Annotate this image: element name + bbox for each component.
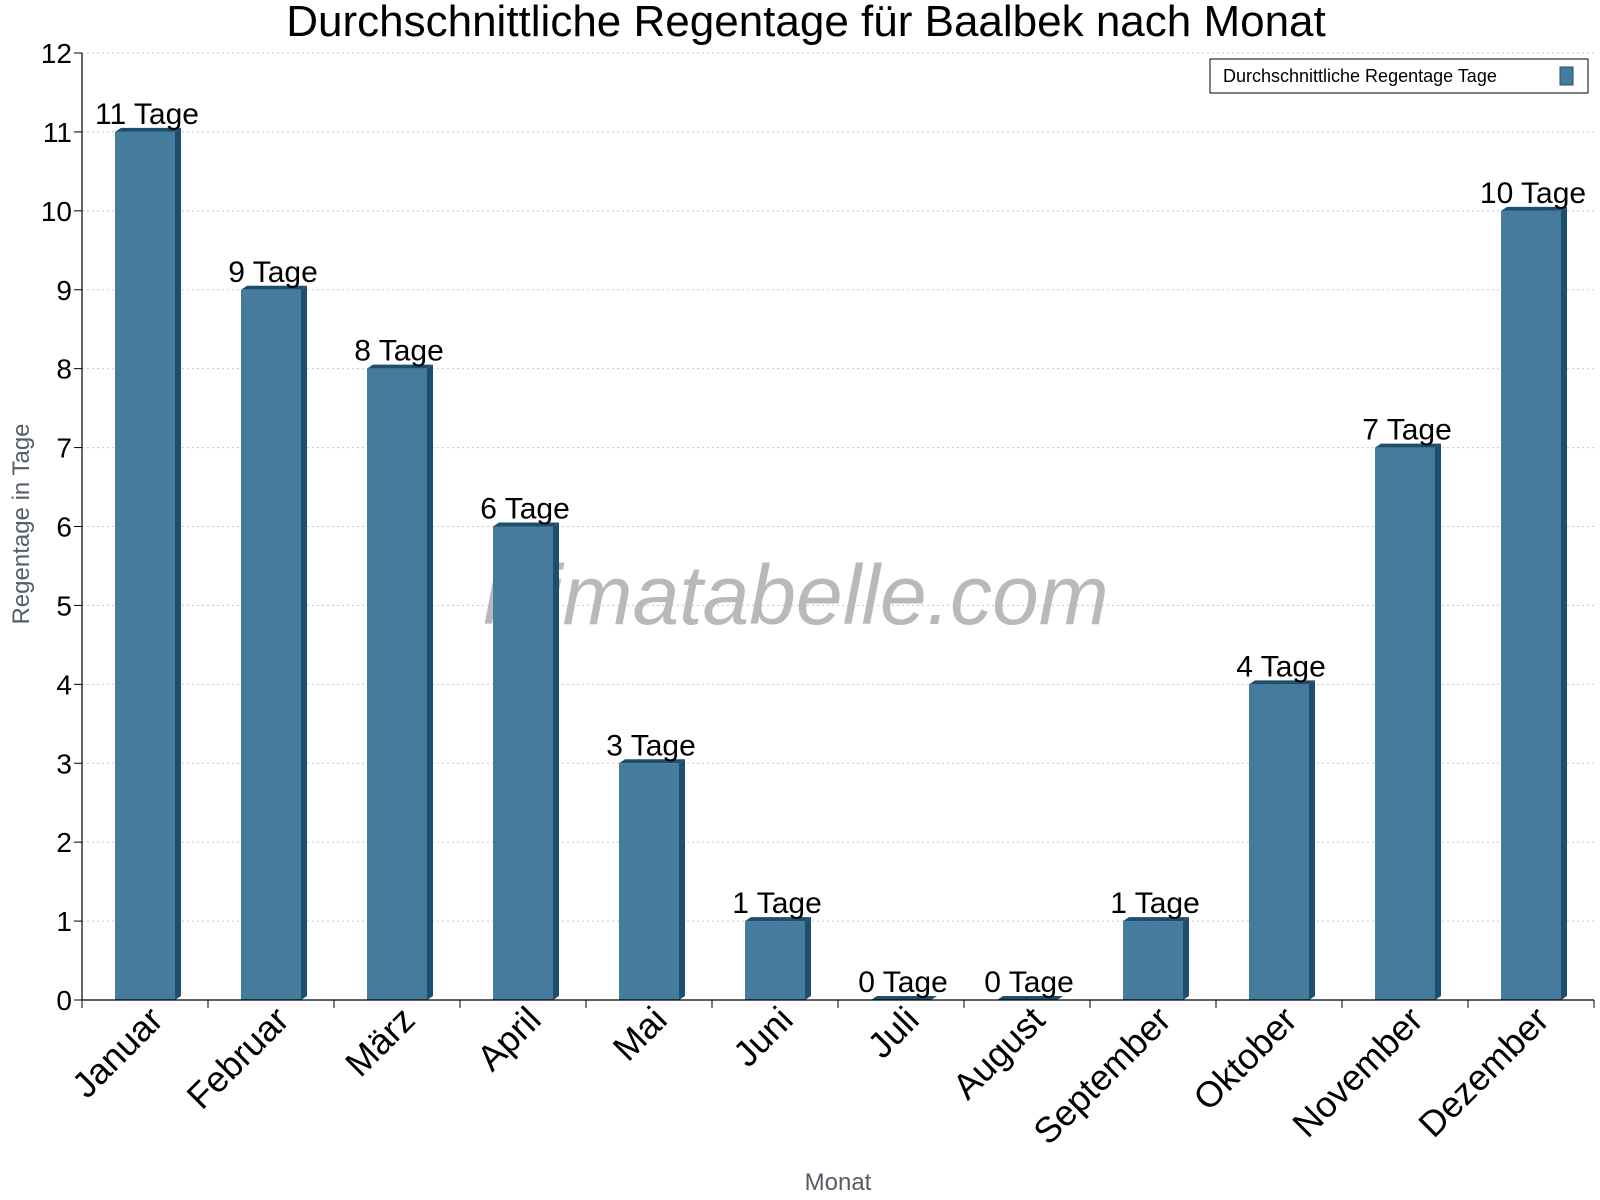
bar: [241, 285, 307, 1000]
bar: [871, 996, 937, 1000]
y-tick-label: 2: [56, 827, 72, 858]
data-label: 0 Tage: [984, 966, 1074, 999]
x-category-label: Juni: [725, 999, 801, 1075]
bar-side: [805, 917, 811, 1000]
bar-top: [241, 285, 307, 290]
y-tick-label: 12: [41, 38, 72, 69]
bar-front: [1249, 684, 1309, 1000]
bar-top: [115, 127, 181, 132]
x-category-label: Januar: [64, 999, 171, 1106]
bar-front: [367, 368, 427, 1001]
bar-top: [1123, 917, 1189, 922]
bar-front: [241, 289, 301, 1000]
bar-side: [1561, 206, 1567, 1001]
data-label: 9 Tage: [228, 256, 318, 289]
x-axis-title: Monat: [805, 1169, 872, 1196]
bar-front: [1123, 921, 1183, 1000]
x-category-label: Mai: [605, 999, 675, 1069]
data-label: 1 Tage: [1110, 887, 1200, 920]
bar-side: [679, 759, 685, 1000]
bar-top: [619, 759, 685, 764]
data-label: 3 Tage: [606, 729, 696, 762]
x-category-label: Dezember: [1410, 999, 1556, 1145]
bar-top: [997, 996, 1063, 1000]
bar-top: [745, 917, 811, 922]
bar-side: [1435, 443, 1441, 1000]
bar: [493, 522, 559, 1000]
x-category-label: Februar: [179, 999, 297, 1117]
bar-front: [745, 921, 805, 1000]
bar: [367, 364, 433, 1001]
bar-top: [367, 364, 433, 369]
y-tick-label: 9: [56, 275, 72, 306]
y-tick-label: 6: [56, 512, 72, 543]
y-tick-label: 4: [56, 669, 72, 700]
y-tick-label: 0: [56, 985, 72, 1016]
bar-front: [115, 131, 175, 1000]
bar-side: [301, 285, 307, 1000]
data-label: 0 Tage: [858, 966, 948, 999]
legend-label: Durchschnittliche Regentage Tage: [1223, 66, 1497, 86]
bar: [1123, 917, 1189, 1000]
data-label: 4 Tage: [1236, 650, 1326, 683]
bar-side: [553, 522, 559, 1000]
x-category-label: Oktober: [1185, 999, 1305, 1119]
watermark: klimatabelle.com: [483, 548, 1109, 642]
x-category-label: Juli: [859, 999, 926, 1066]
bar: [115, 127, 181, 1000]
bar: [1375, 443, 1441, 1000]
data-label: 10 Tage: [1480, 177, 1586, 210]
x-category-label: April: [469, 999, 549, 1079]
data-label: 11 Tage: [95, 98, 199, 131]
bar-front: [619, 763, 679, 1000]
y-tick-label: 5: [56, 590, 72, 621]
y-axis-title: Regentage in Tage: [8, 423, 35, 624]
legend-box: [1209, 58, 1589, 94]
bar: [1501, 206, 1567, 1001]
bar-top: [1249, 680, 1315, 685]
y-tick-label: 8: [56, 354, 72, 385]
legend-swatch: [1559, 66, 1574, 86]
bar-top: [1501, 206, 1567, 211]
bar-top: [1375, 443, 1441, 448]
bar-front: [1501, 210, 1561, 1001]
y-tick-label: 1: [56, 906, 72, 937]
bar: [745, 917, 811, 1000]
bar: [619, 759, 685, 1000]
bar-front: [493, 526, 553, 1000]
x-category-label: August: [944, 999, 1052, 1107]
legend: Durchschnittliche Regentage Tage: [1209, 58, 1589, 94]
data-label: 1 Tage: [732, 887, 822, 920]
y-tick-label: 10: [41, 196, 72, 227]
bar-side: [427, 364, 433, 1001]
bar-side: [1309, 680, 1315, 1000]
chart-title: Durchschnittliche Regentage für Baalbek …: [286, 0, 1326, 46]
bar: [997, 996, 1063, 1000]
y-tick-label: 7: [56, 433, 72, 464]
data-label: 8 Tage: [354, 335, 444, 368]
x-category-label: September: [1025, 999, 1179, 1153]
bar-top: [871, 996, 937, 1000]
bar-front: [1375, 447, 1435, 1000]
y-tick-label: 3: [56, 748, 72, 779]
data-label: 6 Tage: [480, 493, 570, 526]
data-label: 7 Tage: [1362, 414, 1452, 447]
x-category-label: November: [1284, 999, 1430, 1145]
bar-side: [1183, 917, 1189, 1000]
bar-top: [493, 522, 559, 527]
bar: [1249, 680, 1315, 1000]
y-tick-label: 11: [43, 117, 72, 148]
bar-side: [175, 127, 181, 1000]
x-category-label: März: [337, 999, 423, 1085]
